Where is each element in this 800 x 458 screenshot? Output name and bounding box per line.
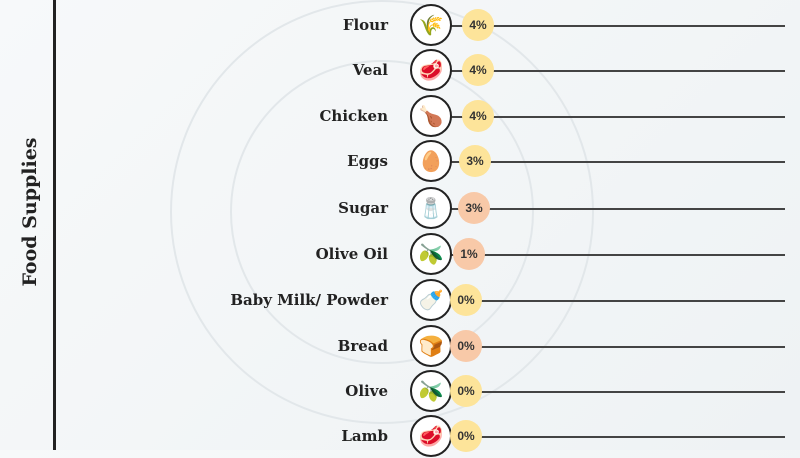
value-badge: 4% — [462, 54, 494, 86]
veal-icon: 🥩 — [410, 49, 452, 91]
axis-divider — [53, 0, 56, 450]
bar-line — [450, 208, 785, 210]
category-label: Chicken — [319, 107, 388, 125]
eggs-icon: 🥚 — [410, 140, 452, 182]
category-label: Eggs — [347, 152, 388, 170]
chicken-icon: 🍗 — [410, 95, 452, 137]
value-badge: 0% — [450, 375, 482, 407]
bar-line — [450, 254, 785, 256]
olive-icon: 🫒 — [410, 370, 452, 412]
lamb-icon: 🥩 — [410, 415, 452, 457]
category-label: Sugar — [338, 199, 388, 217]
chart-row: Bread 🍞 0% — [0, 324, 800, 368]
bar-line — [450, 436, 785, 438]
category-label: Veal — [352, 61, 388, 79]
value-badge: 0% — [450, 284, 482, 316]
category-label: Lamb — [341, 427, 388, 445]
chart-row: Baby Milk/ Powder 🍼 0% — [0, 278, 800, 322]
chart-row: Chicken 🍗 4% — [0, 94, 800, 138]
bar-line — [450, 300, 785, 302]
category-label: Olive Oil — [315, 245, 388, 263]
category-label: Bread — [337, 337, 388, 355]
chart-row: Olive 🫒 0% — [0, 369, 800, 413]
background-decoration — [170, 0, 594, 424]
value-badge: 0% — [450, 420, 482, 452]
category-label: Flour — [342, 16, 388, 34]
baby-milk-icon: 🍼 — [410, 279, 452, 321]
bar-line — [450, 70, 785, 72]
chart-row: Olive Oil 🫒 1% — [0, 232, 800, 276]
category-label: Baby Milk/ Powder — [230, 291, 388, 309]
chart-row: Eggs 🥚 3% — [0, 139, 800, 183]
bar-line — [450, 346, 785, 348]
bread-icon: 🍞 — [410, 325, 452, 367]
value-badge: 3% — [458, 192, 490, 224]
value-badge: 3% — [459, 145, 491, 177]
chart-row: Veal 🥩 4% — [0, 48, 800, 92]
category-label: Olive — [345, 382, 388, 400]
value-badge: 0% — [450, 330, 482, 362]
chart-row: Flour 🌾 4% — [0, 3, 800, 47]
bar-line — [450, 391, 785, 393]
value-badge: 4% — [462, 9, 494, 41]
bar-line — [450, 25, 785, 27]
background-decoration — [230, 60, 534, 364]
bar-line — [450, 161, 785, 163]
flour-sack-icon: 🌾 — [410, 4, 452, 46]
chart-row: Sugar 🧂 3% — [0, 186, 800, 230]
olive-oil-icon: 🫒 — [410, 233, 452, 275]
sugar-icon: 🧂 — [410, 187, 452, 229]
value-badge: 1% — [453, 238, 485, 270]
value-badge: 4% — [462, 100, 494, 132]
chart-row: Lamb 🥩 0% — [0, 414, 800, 458]
bar-line — [450, 116, 785, 118]
